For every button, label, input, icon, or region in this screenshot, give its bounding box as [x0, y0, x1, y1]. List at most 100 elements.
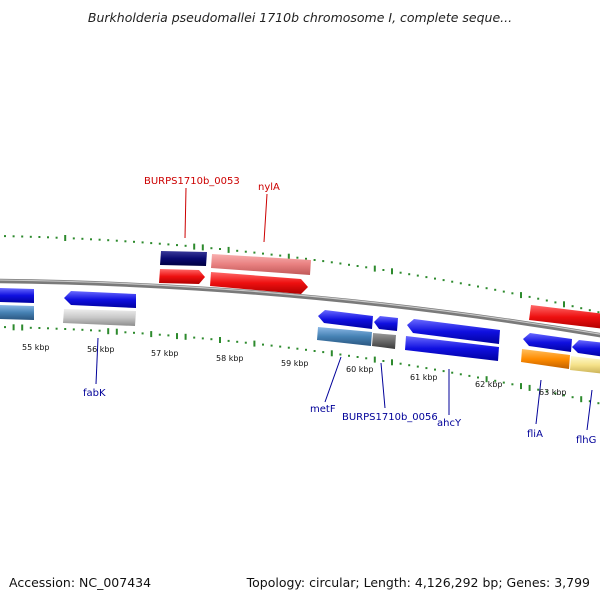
gene-left-reverse-arrow[interactable]	[0, 288, 34, 303]
gc-tick	[90, 238, 92, 241]
gc-tick	[391, 359, 393, 366]
gc-tick	[107, 328, 110, 335]
gene-ahcY-arrow[interactable]	[407, 319, 500, 344]
label-burps-0056[interactable]: BURPS1710b_0056	[342, 412, 438, 423]
gc-tick	[21, 235, 24, 238]
gc-tick	[322, 260, 325, 263]
gc-tick	[253, 340, 256, 347]
gc-tick	[244, 250, 247, 253]
gc-tick	[167, 243, 170, 246]
gc-tick	[528, 384, 531, 391]
gc-tick	[382, 360, 385, 362]
gc-tick	[184, 244, 187, 247]
gc-tick	[511, 383, 514, 386]
gc-tick	[348, 263, 350, 266]
label-fabK[interactable]: fabK	[83, 388, 106, 399]
gc-tick	[322, 351, 325, 354]
gc-tick	[124, 331, 127, 334]
leader-flhG	[586, 389, 593, 431]
gc-tick	[339, 353, 342, 356]
gc-tick	[545, 390, 548, 393]
gc-tick	[64, 235, 67, 241]
gc-tick	[416, 274, 419, 277]
gc-tick	[12, 324, 15, 331]
gene-burps-0056-block[interactable]	[372, 333, 396, 349]
gc-tick	[408, 273, 411, 276]
gene-fliA-arrow[interactable]	[523, 333, 572, 352]
gc-tick	[554, 301, 557, 304]
gc-tick	[554, 392, 557, 395]
gc-tick	[563, 394, 565, 397]
label-ahcY[interactable]: ahcY	[437, 418, 462, 429]
label-flhG[interactable]: flhG	[576, 435, 596, 446]
gc-tick	[38, 236, 41, 238]
tick-label-60kbp: 60 kbp	[346, 365, 374, 374]
leader-fabK	[95, 337, 99, 385]
gc-tick	[219, 337, 221, 343]
gene-fabK-arrow[interactable]	[64, 291, 136, 308]
gc-tick	[416, 365, 419, 368]
gc-tick	[442, 370, 445, 373]
tick-label-57kbp: 57 kbp	[151, 349, 179, 358]
gc-tick	[597, 311, 600, 314]
gc-tick	[279, 345, 282, 348]
gene-metF-arrow[interactable]	[318, 310, 373, 329]
gc-tick	[485, 287, 488, 290]
gc-tick	[520, 383, 522, 390]
label-metF[interactable]: metF	[310, 404, 336, 415]
gc-tick	[150, 242, 153, 245]
gc-tick	[425, 276, 428, 279]
gene-burps-0056-arrow[interactable]	[374, 316, 398, 331]
gc-tick	[141, 332, 144, 335]
gc-tick	[502, 381, 505, 384]
gc-tick	[597, 402, 600, 405]
gc-tick	[184, 333, 187, 340]
gc-tick	[12, 235, 15, 238]
gene-nylA-forward-block[interactable]	[211, 254, 311, 275]
gc-tick	[399, 362, 402, 365]
gene-red-right-block[interactable]	[529, 305, 600, 329]
accession-info: Accession: NC_007434	[9, 575, 152, 590]
gc-tick	[4, 235, 6, 238]
gc-tick	[201, 337, 204, 340]
label-burps-0053[interactable]: BURPS1710b_0053	[144, 176, 240, 187]
gc-tick	[158, 333, 161, 336]
gc-tick	[468, 374, 471, 377]
gc-tick	[64, 328, 67, 330]
gene-metF-block[interactable]	[317, 327, 372, 346]
gc-tick	[485, 376, 488, 383]
gc-tick	[176, 244, 178, 247]
gc-tick	[434, 368, 436, 371]
gc-tick	[313, 350, 316, 352]
gene-burps-0053-forward-block[interactable]	[160, 251, 207, 266]
gene-ahcY-block[interactable]	[405, 336, 499, 361]
gc-tick	[4, 326, 6, 329]
gene-burps-0053-arrow[interactable]	[159, 269, 205, 284]
label-fliA[interactable]: fliA	[527, 429, 543, 440]
gc-tick	[150, 331, 153, 338]
gc-tick	[29, 235, 32, 238]
gc-tick	[29, 326, 32, 329]
gc-tick	[124, 240, 127, 243]
gc-tick	[580, 307, 583, 310]
gene-fliA-block[interactable]	[521, 349, 570, 369]
gc-tick	[580, 396, 583, 403]
gene-flhG-block[interactable]	[570, 356, 600, 374]
position-axis: 55 kbp 56 kbp 57 kbp 58 kbp 59 kbp 60 kb…	[22, 343, 567, 397]
gc-tick	[451, 371, 454, 374]
gene-nylA-arrow[interactable]	[210, 272, 308, 294]
gc-tick	[425, 367, 428, 370]
gc-tick	[270, 253, 273, 256]
gc-tick	[219, 248, 221, 250]
label-nylA[interactable]: nylA	[258, 182, 280, 193]
gc-tick	[47, 327, 49, 330]
gene-flhG-arrow[interactable]	[572, 340, 600, 357]
gc-tick	[537, 388, 540, 391]
gc-tick	[459, 282, 462, 285]
gene-fabK-block[interactable]	[63, 309, 136, 326]
gc-tick	[382, 269, 385, 271]
gc-tick	[193, 336, 196, 339]
gene-left-steel-block[interactable]	[0, 305, 34, 320]
gc-tick	[408, 364, 411, 367]
